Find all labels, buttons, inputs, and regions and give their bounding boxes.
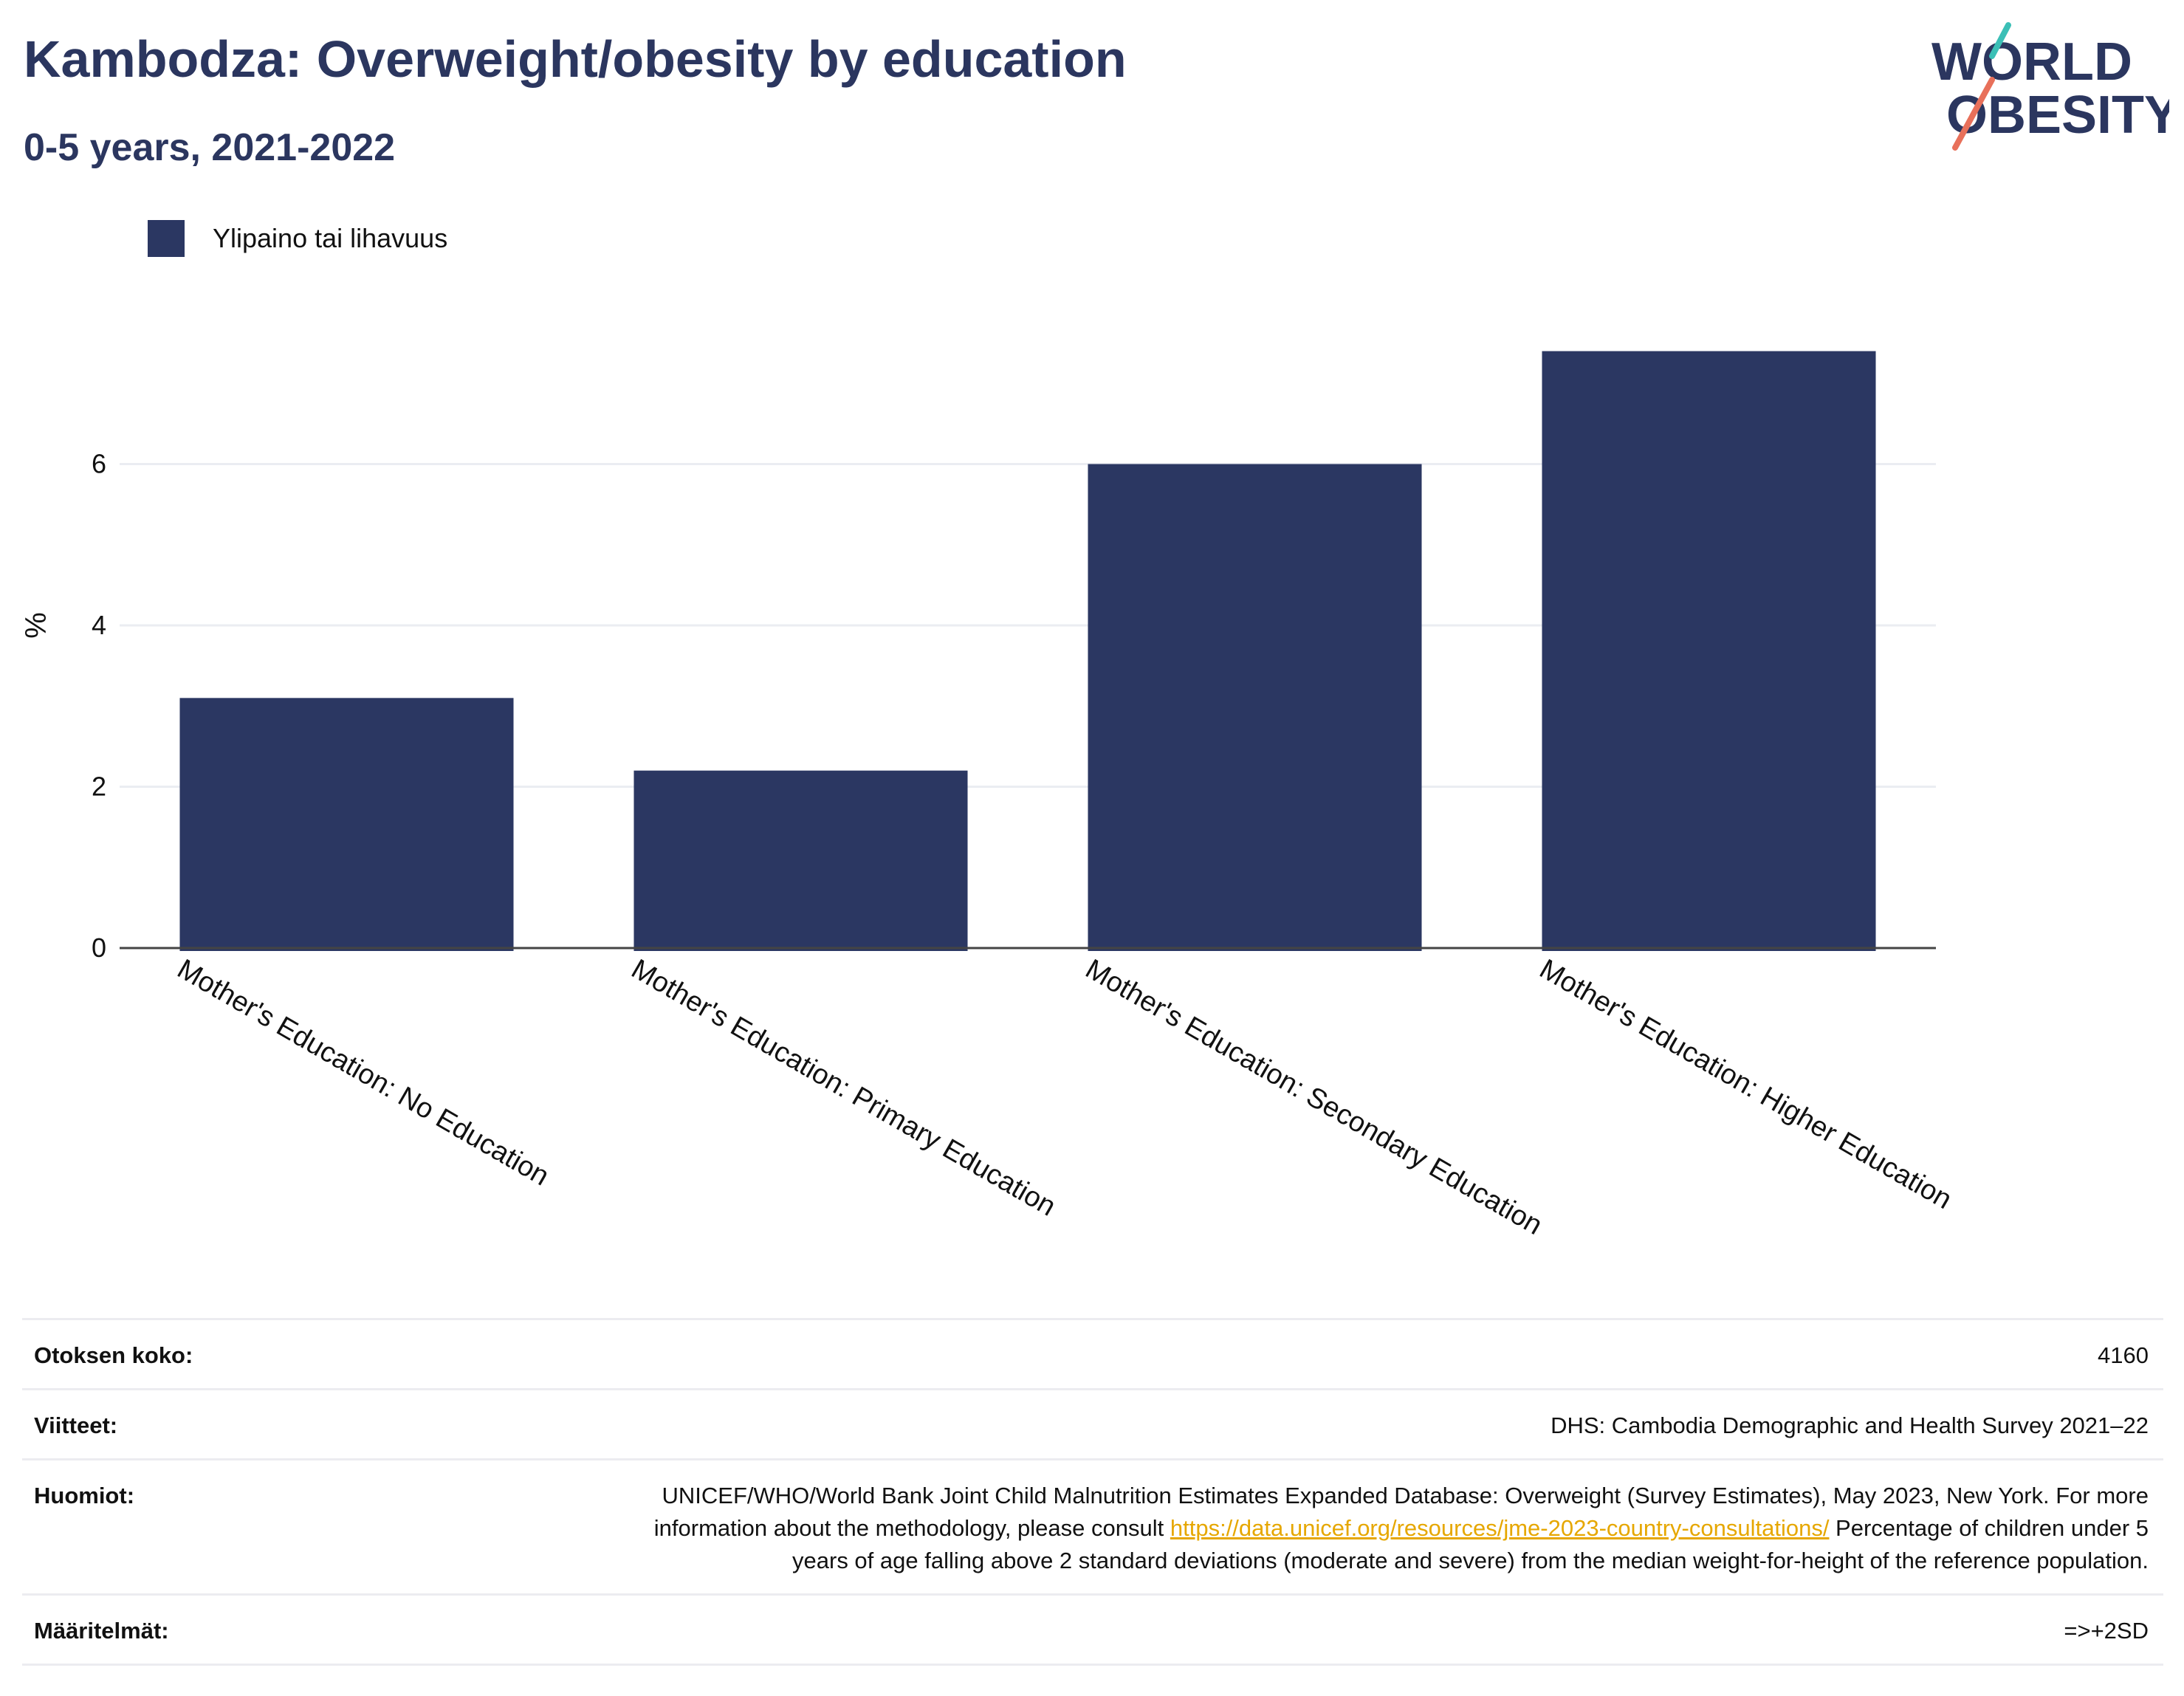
methodology-link[interactable]: https://data.unicef.org/resources/jme-20… — [1170, 1515, 1830, 1541]
meta-label: Huomiot: — [34, 1483, 135, 1508]
meta-value: UNICEF/WHO/World Bank Joint Child Malnut… — [598, 1480, 2149, 1577]
bar — [1542, 351, 1876, 951]
y-tick-label: 4 — [92, 610, 106, 640]
logo-teal-stroke — [1989, 22, 2011, 59]
meta-row-notes: Huomiot: UNICEF/WHO/World Bank Joint Chi… — [22, 1460, 2163, 1596]
y-axis-title: % — [20, 612, 52, 639]
world-obesity-logo: WORLD OBESITY — [1931, 22, 2169, 151]
bar — [179, 698, 514, 951]
y-tick-label: 6 — [92, 449, 106, 479]
bars — [179, 351, 1876, 951]
bar — [1088, 464, 1422, 951]
x-tick-label: Mother's Education: Primary Education — [626, 953, 1061, 1222]
x-tick-label: Mother's Education: No Education — [172, 953, 554, 1192]
logo-coral-stroke — [1952, 77, 1995, 151]
chart-subtitle: 0-5 years, 2021-2022 — [24, 126, 396, 169]
chart-legend[interactable]: Ylipaino tai lihavuus — [148, 220, 447, 257]
logo-line1: WORLD — [1931, 32, 2132, 92]
meta-value: DHS: Cambodia Demographic and Health Sur… — [1551, 1412, 2149, 1438]
y-tick-label: 2 — [92, 772, 106, 802]
notes-text-after: Percentage of children under 5 years of … — [792, 1515, 2149, 1573]
meta-value: =>+2SD — [2064, 1618, 2149, 1644]
bar-chart: 0 2 4 6% Mother's Education: No Education Mot… — [20, 351, 1957, 1241]
y-tick-label: 0 — [92, 933, 106, 963]
meta-label: Määritelmät: — [34, 1618, 169, 1644]
metadata-table: Otoksen koko: 4160 Viitteet: DHS: Cambod… — [22, 1318, 2163, 1666]
meta-label: Viitteet: — [34, 1412, 118, 1438]
legend-label: Ylipaino tai lihavuus — [213, 223, 448, 253]
notes-text-before: UNICEF/WHO/World Bank Joint Child Malnut… — [653, 1483, 2149, 1541]
meta-value: 4160 — [2098, 1342, 2149, 1368]
legend-swatch — [148, 220, 185, 257]
x-tick-label: Mother's Education: Secondary Education — [1080, 953, 1548, 1241]
meta-label: Otoksen koko: — [34, 1342, 193, 1368]
meta-row-references: Viitteet: DHS: Cambodia Demographic and … — [22, 1390, 2163, 1460]
meta-row-sample-size: Otoksen koko: 4160 — [22, 1320, 2163, 1390]
bar — [633, 770, 968, 951]
x-tick-label: Mother's Education: Higher Education — [1534, 953, 1957, 1215]
meta-row-definitions: Määritelmät: =>+2SD — [22, 1596, 2163, 1666]
chart-title: Kambodza: Overweight/obesity by educatio… — [24, 30, 1127, 88]
